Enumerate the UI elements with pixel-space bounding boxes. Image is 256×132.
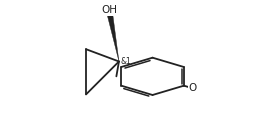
Text: O: O: [188, 83, 197, 93]
Text: OH: OH: [101, 5, 117, 15]
Polygon shape: [107, 14, 119, 62]
Text: &1: &1: [121, 57, 132, 66]
